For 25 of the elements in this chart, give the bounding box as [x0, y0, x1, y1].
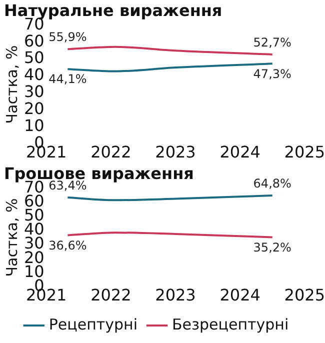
x-tick-label: 2022	[90, 142, 132, 162]
data-label: 36,6%	[48, 238, 87, 252]
x-tick-label: 2023	[155, 142, 196, 162]
x-tick-label: 2025	[284, 286, 325, 305]
y-tick-label: 20	[24, 99, 44, 118]
y-tick-label: 40	[24, 65, 44, 84]
x-tick-label: 2022	[90, 286, 132, 305]
y-tick-label: 50	[24, 48, 44, 68]
legend-label: Рецептурні	[48, 315, 138, 334]
x-tick-label: 2023	[155, 286, 196, 305]
data-label: 47,3%	[253, 66, 292, 81]
y-tick-label: 30	[24, 82, 44, 102]
x-tick-label: 2024	[220, 286, 260, 305]
data-label: 35,2%	[253, 240, 292, 254]
data-label: 52,7%	[253, 36, 292, 50]
x-tick-label: 2024	[220, 142, 260, 162]
y-axis-title: Частка, %	[2, 45, 21, 124]
x-tick-label: 2025	[284, 142, 325, 162]
data-label: 64,8%	[253, 176, 292, 191]
data-label: 44,1%	[48, 72, 87, 86]
y-tick-label: 10	[24, 116, 44, 136]
legend-label: Безрецептурні	[172, 315, 289, 334]
y-axis-title: Частка, %	[2, 198, 21, 277]
data-label: 55,9%	[48, 30, 87, 44]
y-tick-label: 60	[24, 31, 44, 50]
